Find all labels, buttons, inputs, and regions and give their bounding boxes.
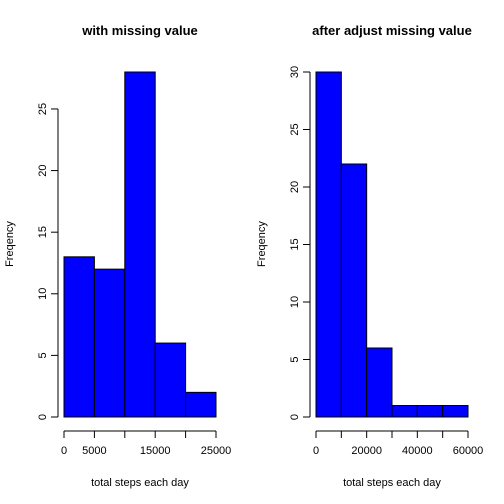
histogram-bar — [366, 347, 393, 418]
histogram-bar — [124, 71, 156, 418]
x-tick-label: 15000 — [140, 445, 171, 457]
histogram-panel-right: after adjust missing value 0 5 10 15 20 25 30 0 2… — [256, 23, 483, 489]
x-tick-label: 0 — [61, 445, 67, 457]
histogram-bar — [416, 405, 444, 418]
y-tick-label: 5 — [289, 356, 301, 362]
y-tick-label: 5 — [37, 352, 49, 358]
histogram-bar — [315, 71, 342, 418]
y-tick-label: 10 — [37, 288, 49, 300]
histogram-bar — [340, 163, 368, 418]
histogram-bar — [63, 256, 95, 418]
histogram-bar — [93, 268, 126, 418]
x-axis-label: total steps each day — [91, 477, 189, 489]
chart-title: with missing value — [81, 23, 198, 38]
y-axis-label: Freqency — [4, 221, 16, 267]
x-tick-label: 0 — [313, 445, 319, 457]
y-tick-label: 0 — [289, 414, 301, 420]
y-tick-label: 15 — [289, 238, 301, 250]
x-tick-label: 25000 — [201, 445, 232, 457]
y-tick-label: 25 — [37, 103, 49, 115]
histogram-bar — [154, 342, 187, 418]
chart-title: after adjust missing value — [312, 23, 472, 38]
x-tick-label: 40000 — [402, 445, 433, 457]
y-tick-label: 30 — [289, 66, 301, 78]
y-tick-label: 25 — [289, 123, 301, 135]
y-axis-label: Freqency — [256, 221, 268, 267]
y-tick-label: 15 — [37, 226, 49, 238]
x-tick-label: 5000 — [82, 445, 106, 457]
histogram-bar — [185, 391, 217, 418]
histogram-bar — [391, 405, 418, 418]
x-axis-label: total steps each day — [343, 477, 441, 489]
y-tick-label: 0 — [37, 414, 49, 420]
x-tick-label: 20000 — [351, 445, 382, 457]
y-tick-label: 20 — [37, 164, 49, 176]
histogram-panel-left: with missing value 0 5 10 15 20 25 0 5000 15000 25… — [4, 23, 231, 489]
y-tick-label: 20 — [289, 181, 301, 193]
histogram-bar — [442, 405, 469, 418]
x-tick-label: 60000 — [453, 445, 484, 457]
y-tick-label: 10 — [289, 296, 301, 308]
